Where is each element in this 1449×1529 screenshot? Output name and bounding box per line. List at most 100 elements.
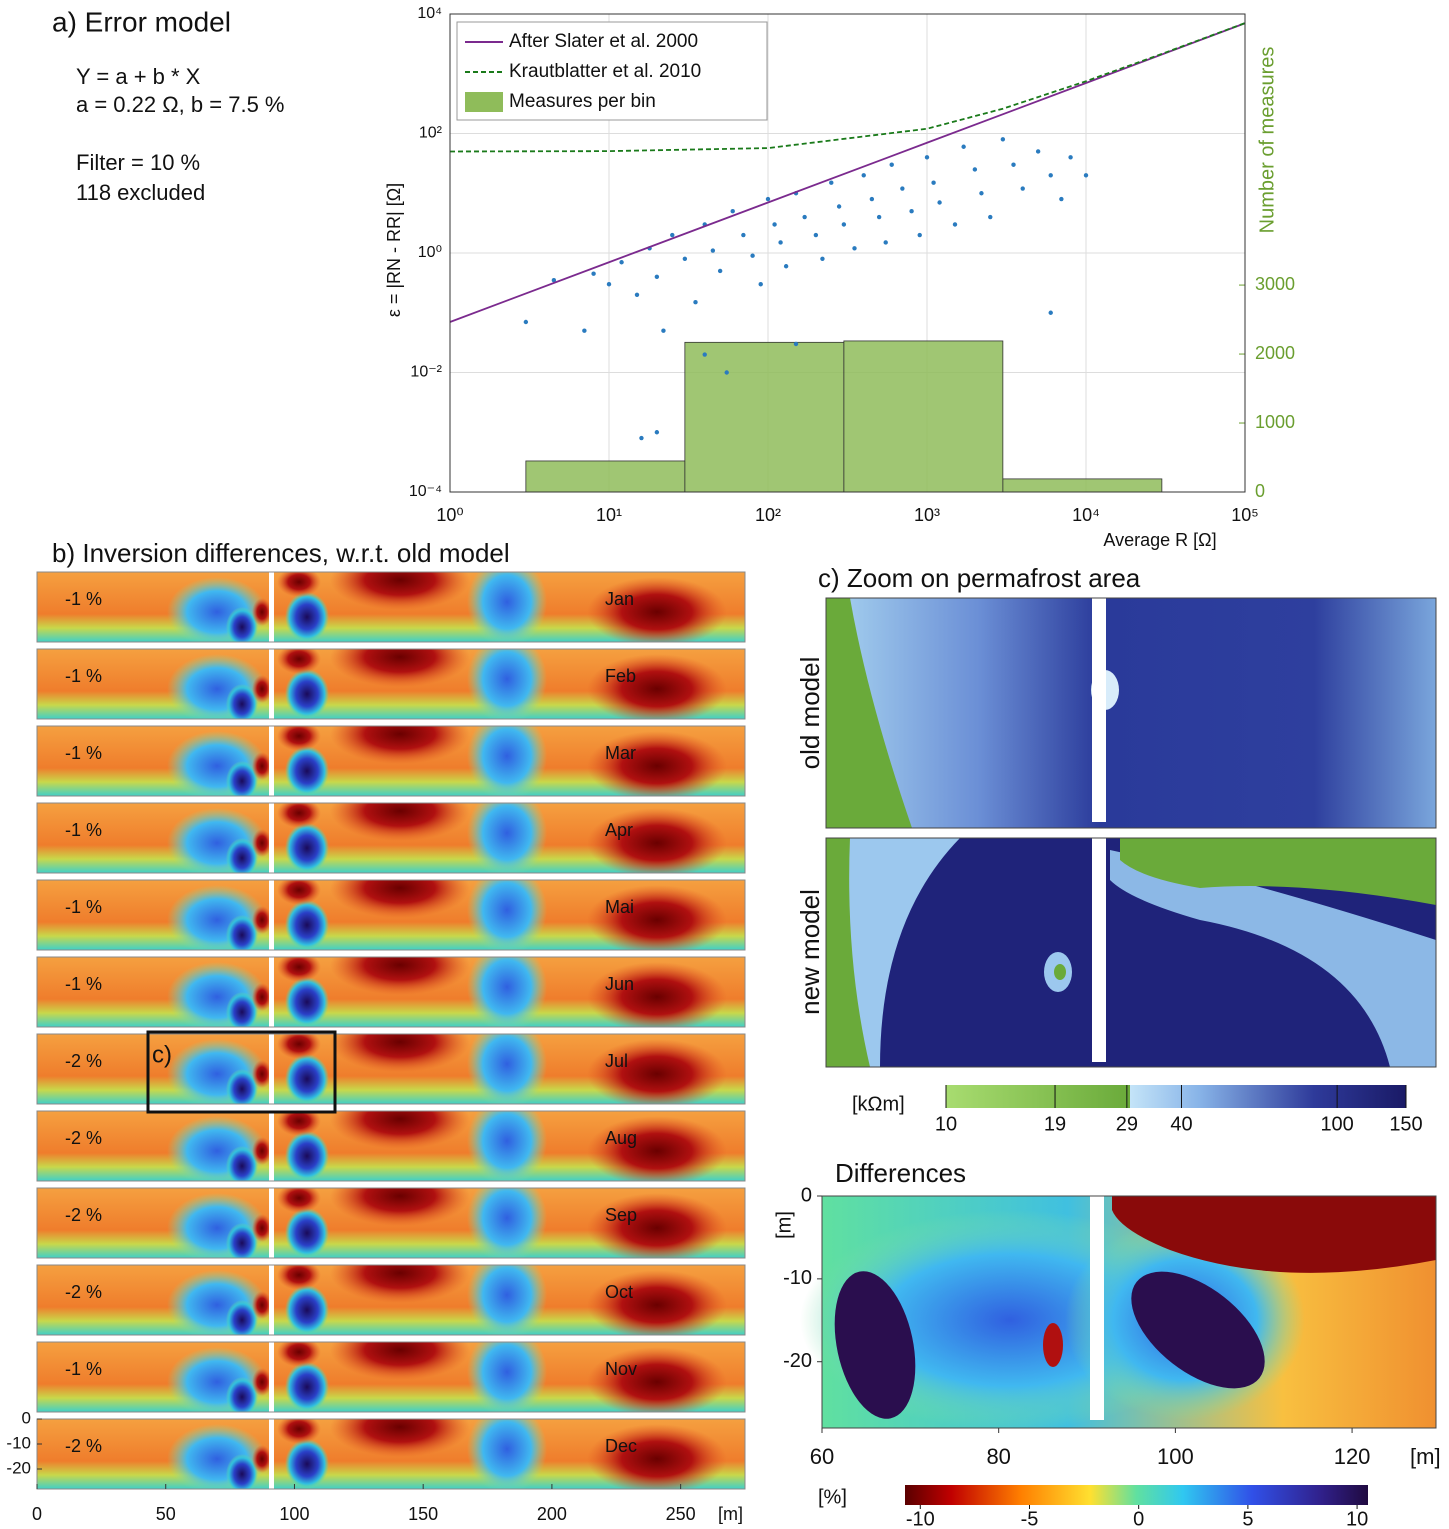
scatter-point xyxy=(900,186,905,191)
y-tick-label: 0 xyxy=(22,1408,31,1427)
scatter-point xyxy=(730,209,735,214)
differences-map xyxy=(800,1195,1437,1430)
old-model-map xyxy=(825,597,1437,829)
scatter-point xyxy=(724,370,729,375)
scatter-point xyxy=(869,196,875,202)
scatter-point xyxy=(909,209,914,214)
axes-frame xyxy=(449,13,1246,493)
scatter-point xyxy=(1068,155,1073,160)
scatter-point xyxy=(1020,186,1025,191)
x-tick-label: 10⁵ xyxy=(1231,505,1258,525)
scatter-point xyxy=(551,278,557,283)
scatter-point xyxy=(979,191,984,196)
month-label: Aug xyxy=(605,1128,637,1148)
model-line: 118 excluded xyxy=(76,180,205,205)
scatter-point xyxy=(931,180,936,185)
month-label: Mai xyxy=(605,897,634,917)
x-tick-label: 10⁴ xyxy=(1072,505,1100,525)
month-label: Sep xyxy=(605,1205,637,1225)
scatter-point xyxy=(841,222,847,227)
scatter-point xyxy=(639,435,644,441)
colorbar-tick-label: 29 xyxy=(1116,1113,1138,1135)
plot-a: 10⁰ 10¹ 10² 10³ 10⁴ 10⁵ 10⁻⁴ 10⁻² 10⁰ 10² 10⁴ 0 1000… xyxy=(409,5,1295,525)
x-axis-label: Average R [Ω] xyxy=(1103,530,1216,550)
x-tick-label: 10⁰ xyxy=(436,505,463,525)
x-tick-label: 50 xyxy=(156,1504,176,1524)
colorbar-unit: [kΩm] xyxy=(852,1093,905,1115)
histogram-bar xyxy=(1002,478,1163,493)
x-tick-label: 10² xyxy=(755,505,781,525)
scatter-point xyxy=(634,292,640,297)
strip-frame xyxy=(36,1418,746,1490)
colorbar-tick-label: 10 xyxy=(935,1113,957,1135)
scatter-point xyxy=(952,222,958,227)
y-tick-label: 10⁰ xyxy=(418,244,442,261)
y-tick-label: -10 xyxy=(6,1433,31,1452)
colorbar-tick-label: 150 xyxy=(1389,1113,1422,1135)
scatter-point xyxy=(778,240,783,245)
scatter-point xyxy=(741,232,746,238)
model-line: a = 0.22 Ω, b = 7.5 % xyxy=(76,92,284,117)
scatter-point xyxy=(1048,173,1053,178)
legend-label: After Slater et al. 2000 xyxy=(509,31,698,52)
zoom-label: c) xyxy=(152,1041,172,1068)
scatter-point xyxy=(654,274,660,279)
colorbar-ticks: 10 19 29 40 100 150 xyxy=(935,1085,1423,1135)
month-label: Jul xyxy=(605,1051,628,1071)
y2-axis-label: Number of measures xyxy=(1256,47,1278,234)
panel-b-title: b) Inversion differences, w.r.t. old mod… xyxy=(52,538,510,568)
scatter-point xyxy=(750,253,755,258)
x-tick-label: 200 xyxy=(537,1504,567,1524)
change-label: -2 % xyxy=(65,1436,102,1456)
colorbar-tick-label: 5 xyxy=(1242,1508,1253,1529)
new-model-map xyxy=(825,837,1437,1068)
y-tick-label: 0 xyxy=(801,1184,812,1206)
scatter-point xyxy=(654,430,660,435)
month-label: Jun xyxy=(605,974,634,994)
scatter-point xyxy=(876,214,882,220)
scatter-point xyxy=(813,232,819,238)
series-line xyxy=(449,22,1246,153)
scatter-point xyxy=(889,162,894,167)
x-tick-label: 100 xyxy=(1157,1444,1194,1469)
scatter-point xyxy=(758,282,763,287)
strip-frame xyxy=(36,879,746,951)
y-tick-label: 10² xyxy=(419,125,443,142)
histogram-bar xyxy=(843,340,1004,493)
colorbar-unit: [%] xyxy=(818,1486,847,1508)
scatter-point xyxy=(852,246,857,251)
x-tick-label: 250 xyxy=(666,1504,696,1524)
scatter-point xyxy=(1048,310,1053,315)
old-model-label: old model xyxy=(795,657,825,770)
colorbar-tick-label: 0 xyxy=(1133,1508,1144,1529)
scatter-point xyxy=(1035,149,1041,154)
scatter-point xyxy=(523,319,529,325)
y-tick-label: 10⁻² xyxy=(410,364,442,381)
x-tick-label: 150 xyxy=(408,1504,438,1524)
x-tick-label: 60 xyxy=(810,1444,834,1469)
x-tick-label: 10³ xyxy=(914,505,940,525)
change-label: -1 % xyxy=(65,897,102,917)
y2-tick-label: 1000 xyxy=(1255,412,1295,432)
colorbar-tick-label: 10 xyxy=(1346,1508,1368,1529)
model-line: Filter = 10 % xyxy=(76,150,200,175)
x-tick-label: 10¹ xyxy=(596,505,622,525)
plot-b: -1 % Jan -1 % Feb -1 % Mar -1 % Apr -1 % Mai -1 % J… xyxy=(6,571,746,1524)
scatter-point xyxy=(682,256,688,261)
y-tick-label: -20 xyxy=(783,1350,812,1372)
legend-box xyxy=(456,21,768,121)
y2-tick-label: 3000 xyxy=(1255,274,1295,294)
scatter-point xyxy=(1083,173,1089,178)
scatter-point xyxy=(793,341,799,347)
scatter-point xyxy=(988,214,993,220)
change-label: -2 % xyxy=(65,1128,102,1148)
y2-tick-label: 2000 xyxy=(1255,343,1295,363)
scatter-point xyxy=(765,196,771,202)
y-tick-label: 10⁻⁴ xyxy=(409,483,442,500)
scatter-point xyxy=(802,214,807,220)
strip-frame xyxy=(36,571,746,643)
x-axis-unit: [m] xyxy=(718,1504,743,1524)
scatter-point xyxy=(670,232,675,238)
scatter-point xyxy=(917,232,922,238)
